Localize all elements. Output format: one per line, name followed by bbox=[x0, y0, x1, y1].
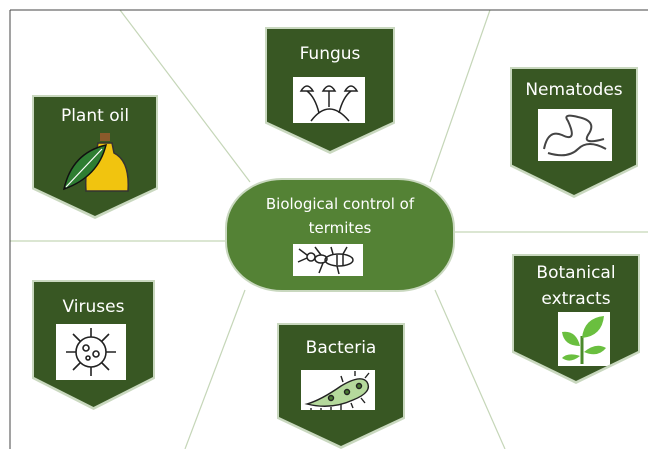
center-node: Biological control of termites bbox=[225, 178, 455, 292]
node-label: Bacteria bbox=[305, 338, 377, 358]
node-plant-oil: Plant oil bbox=[32, 95, 158, 219]
node-label: Plant oil bbox=[60, 106, 130, 126]
node-label: Fungus bbox=[299, 44, 361, 64]
node-nematodes: Nematodes bbox=[510, 67, 638, 198]
plant-icon bbox=[558, 312, 610, 366]
bacteria-icon bbox=[301, 370, 375, 410]
fungus-icon bbox=[293, 77, 365, 123]
node-label: Viruses bbox=[62, 297, 125, 317]
nematode-icon bbox=[538, 109, 612, 161]
node-label: Nematodes bbox=[525, 80, 623, 100]
node-bacteria: Bacteria bbox=[277, 323, 405, 449]
center-label: Biological control of termites bbox=[265, 195, 415, 237]
node-botanical-extracts: Botanical extracts bbox=[512, 254, 640, 384]
node-viruses: Viruses bbox=[32, 280, 155, 410]
termite-icon bbox=[293, 244, 363, 276]
virus-icon bbox=[56, 324, 126, 380]
node-label: Botanical extracts bbox=[536, 263, 616, 309]
node-fungus: Fungus bbox=[265, 27, 395, 154]
plant-oil-icon bbox=[62, 133, 129, 192]
